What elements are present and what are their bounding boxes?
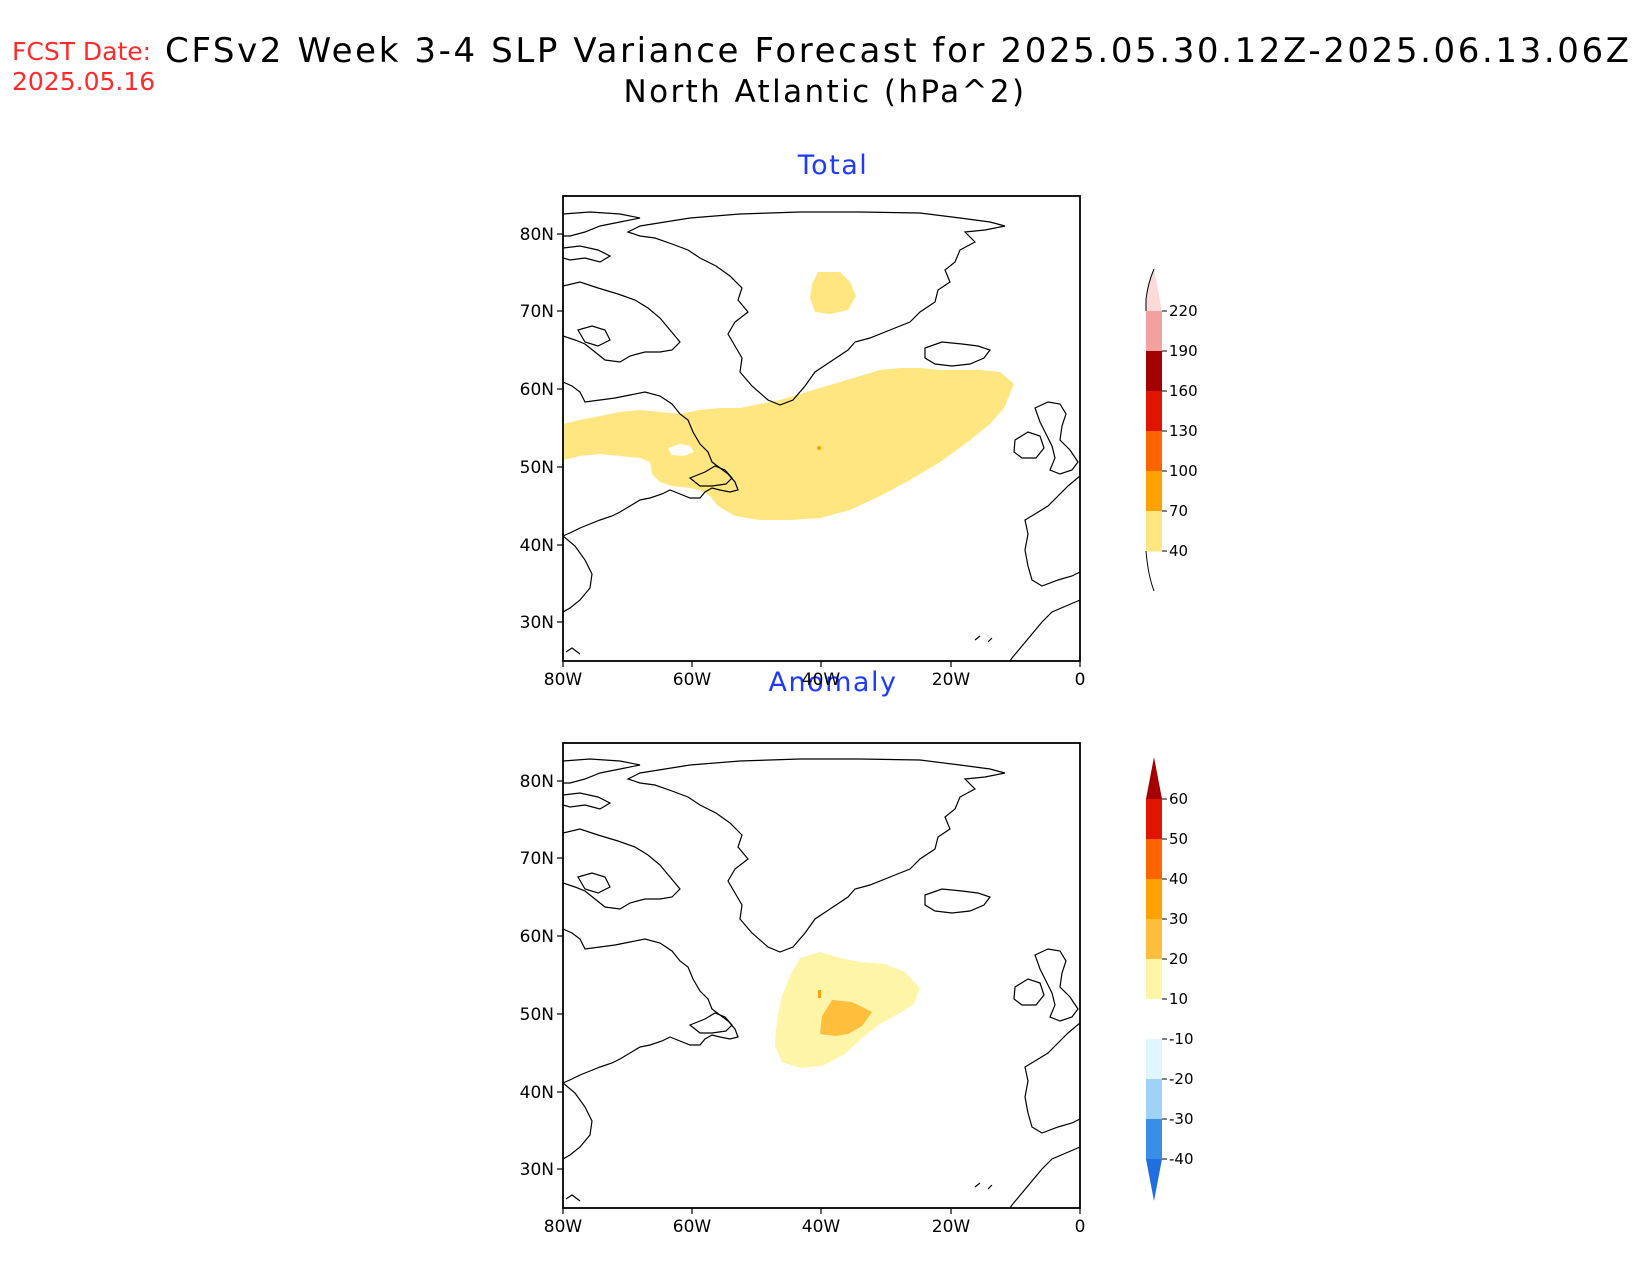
colorbar-segment xyxy=(1146,839,1162,880)
panel-title-total: Total xyxy=(797,150,869,181)
lon-tick-label: 60W xyxy=(673,1217,712,1237)
colorbar-segment xyxy=(1146,1119,1162,1160)
colorbar-label: 190 xyxy=(1169,342,1198,360)
colorbar-label: 20 xyxy=(1169,950,1188,968)
colorbar-label: 50 xyxy=(1169,830,1188,848)
colorbar-segment xyxy=(1146,311,1162,352)
lat-tick-label: 40N xyxy=(520,536,554,556)
colorbar-segment xyxy=(1146,1079,1162,1120)
colorbar-label: -40 xyxy=(1169,1150,1194,1168)
colorbar-label: -10 xyxy=(1169,1030,1194,1048)
colorbar-label: 40 xyxy=(1169,870,1188,888)
lat-tick-label: 70N xyxy=(520,849,554,869)
colorbar-segment xyxy=(1146,879,1162,920)
colorbar-bottom-arrow xyxy=(1145,550,1155,592)
colorbar-segment xyxy=(1146,1039,1162,1080)
axes-anomaly: 80N 70N 60N 50N 40N 30N 80W 60W 40W 20W 0 xyxy=(520,772,1086,1237)
colorbar-label: -20 xyxy=(1169,1070,1194,1088)
map-panel-anomaly: 80N 70N 60N 50N 40N 30N 80W 60W 40W 20W 0 60 50 40 30… xyxy=(520,742,1194,1237)
lat-tick-label: 30N xyxy=(520,1160,554,1180)
lon-tick-label: 80W xyxy=(544,670,583,690)
lat-tick-label: 50N xyxy=(520,458,554,478)
colorbar-segment xyxy=(1146,351,1162,392)
lat-tick-label: 50N xyxy=(520,1005,554,1025)
lat-tick-label: 40N xyxy=(520,1083,554,1103)
lon-tick-label: 80W xyxy=(544,1217,583,1237)
colorbar-label: 60 xyxy=(1169,790,1188,808)
shade-total-greenland xyxy=(810,272,856,314)
colorbar-segment xyxy=(1146,959,1162,1000)
lat-tick-label: 30N xyxy=(520,613,554,633)
lon-tick-label: 40W xyxy=(802,670,841,690)
fcst-date-label: FCST Date: xyxy=(12,37,152,66)
lon-tick-label: 60W xyxy=(673,670,712,690)
shade-total-atlantic xyxy=(563,368,1014,520)
lon-tick-label: 0 xyxy=(1075,1217,1086,1237)
lon-tick-label: 20W xyxy=(932,1217,971,1237)
colorbar-label: 10 xyxy=(1169,990,1188,1008)
colorbar-bottom-arrow xyxy=(1146,1159,1162,1201)
colorbar-top-arrow xyxy=(1146,269,1162,311)
colorbar-total: 220 190 160 130 100 70 40 xyxy=(1145,268,1198,592)
colorbar-top-arrow xyxy=(1146,757,1162,799)
colorbar-anomaly: 60 50 40 30 20 10 -10 -20 -30 -40 xyxy=(1146,757,1194,1201)
colorbar-label: 130 xyxy=(1169,422,1198,440)
colorbar-segment xyxy=(1146,799,1162,840)
figure-subtitle: North Atlantic (hPa^2) xyxy=(623,74,1027,110)
colorbar-segment xyxy=(1146,511,1162,552)
lat-tick-label: 80N xyxy=(520,772,554,792)
colorbar-label: 30 xyxy=(1169,910,1188,928)
lon-tick-label: 40W xyxy=(802,1217,841,1237)
shade-total-hole xyxy=(668,444,694,456)
colorbar-label: 40 xyxy=(1169,542,1188,560)
colorbar-segment xyxy=(1146,471,1162,512)
lat-tick-label: 70N xyxy=(520,302,554,322)
shade-total-spot xyxy=(817,446,821,450)
lon-tick-label: 20W xyxy=(932,670,971,690)
colorbar-label: 100 xyxy=(1169,462,1198,480)
lat-tick-label: 60N xyxy=(520,380,554,400)
colorbar-label: 220 xyxy=(1169,302,1198,320)
lat-tick-label: 80N xyxy=(520,225,554,245)
lat-tick-label: 60N xyxy=(520,927,554,947)
colorbar-label: -30 xyxy=(1169,1110,1194,1128)
panel-title-anomaly: Anomaly xyxy=(768,667,898,698)
colorbar-segment xyxy=(1146,391,1162,432)
colorbar-segment xyxy=(1146,431,1162,472)
lon-tick-label: 0 xyxy=(1075,670,1086,690)
colorbar-label: 70 xyxy=(1169,502,1188,520)
colorbar-label: 160 xyxy=(1169,382,1198,400)
colorbar-segment xyxy=(1146,999,1162,1040)
figure-title: CFSv2 Week 3-4 SLP Variance Forecast for… xyxy=(165,31,1632,71)
map-panel-total: 80N 70N 60N 50N 40N 30N 80W 60W 40W 20W 0 220 190 16… xyxy=(520,195,1198,690)
colorbar-segment xyxy=(1146,919,1162,960)
fcst-date-value: 2025.05.16 xyxy=(12,67,156,96)
shade-anomaly-20-30 xyxy=(820,1000,872,1036)
shade-anomaly-spot xyxy=(818,990,821,998)
axes-total: 80N 70N 60N 50N 40N 30N 80W 60W 40W 20W 0 xyxy=(520,225,1086,690)
